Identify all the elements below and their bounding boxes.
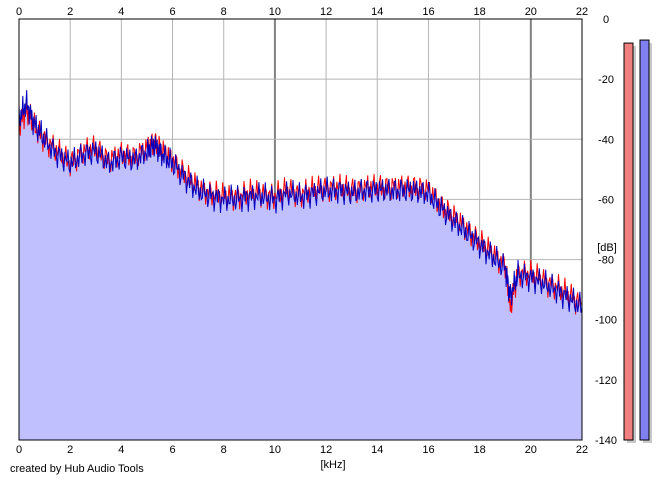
level-meter-1 (639, 39, 650, 441)
y-tick-label: 0 (603, 14, 609, 26)
x-tick-label-bottom: 0 (16, 444, 22, 456)
x-tick-label-bottom: 10 (269, 444, 281, 456)
y-tick-label: -140 (595, 435, 617, 447)
y-tick-label: -80 (598, 255, 614, 267)
y-tick-label: -60 (598, 194, 614, 206)
x-tick-label-top: 10 (269, 6, 281, 18)
x-tick-label-top: 18 (474, 6, 486, 18)
series-line-1 (18, 90, 583, 313)
x-tick-label-bottom: 4 (118, 444, 124, 456)
x-tick-label-top: 20 (525, 6, 537, 18)
plot-border (18, 18, 583, 441)
y-tick-label: -100 (595, 315, 617, 327)
x-tick-label-top: 2 (67, 6, 73, 18)
x-tick-label-top: 22 (576, 6, 588, 18)
y-tick-label: -40 (598, 134, 614, 146)
y-tick-label: -120 (595, 375, 617, 387)
x-tick-label-top: 6 (169, 6, 175, 18)
x-tick-label-bottom: 2 (67, 444, 73, 456)
x-tick-label-bottom: 6 (169, 444, 175, 456)
credit-text: created by Hub Audio Tools (10, 463, 144, 475)
x-tick-label-top: 0 (16, 6, 22, 18)
x-tick-label-top: 8 (221, 6, 227, 18)
x-tick-label-bottom: 8 (221, 444, 227, 456)
x-tick-label-bottom: 12 (320, 444, 332, 456)
x-tick-label-top: 16 (422, 6, 434, 18)
x-tick-label-bottom: 14 (371, 444, 383, 456)
x-tick-label-top: 14 (371, 6, 383, 18)
x-tick-label-bottom: 18 (474, 444, 486, 456)
series-layer (18, 90, 583, 315)
area-layer (19, 103, 582, 440)
x-tick-label-bottom: 16 (422, 444, 434, 456)
axis-layer: 002244668810101212141416161818202022220-… (16, 6, 617, 456)
y-tick-label: -20 (598, 74, 614, 86)
y-axis-label: [dB] (597, 242, 617, 254)
x-tick-label-bottom: 20 (525, 444, 537, 456)
level-meter-0 (623, 42, 634, 441)
spectrum-fill (19, 103, 582, 440)
x-tick-label-top: 4 (118, 6, 124, 18)
x-tick-label-top: 12 (320, 6, 332, 18)
x-axis-label: [kHz] (320, 459, 345, 471)
series-line-0 (18, 97, 583, 315)
level-meters (623, 39, 652, 444)
x-tick-label-bottom: 22 (576, 444, 588, 456)
